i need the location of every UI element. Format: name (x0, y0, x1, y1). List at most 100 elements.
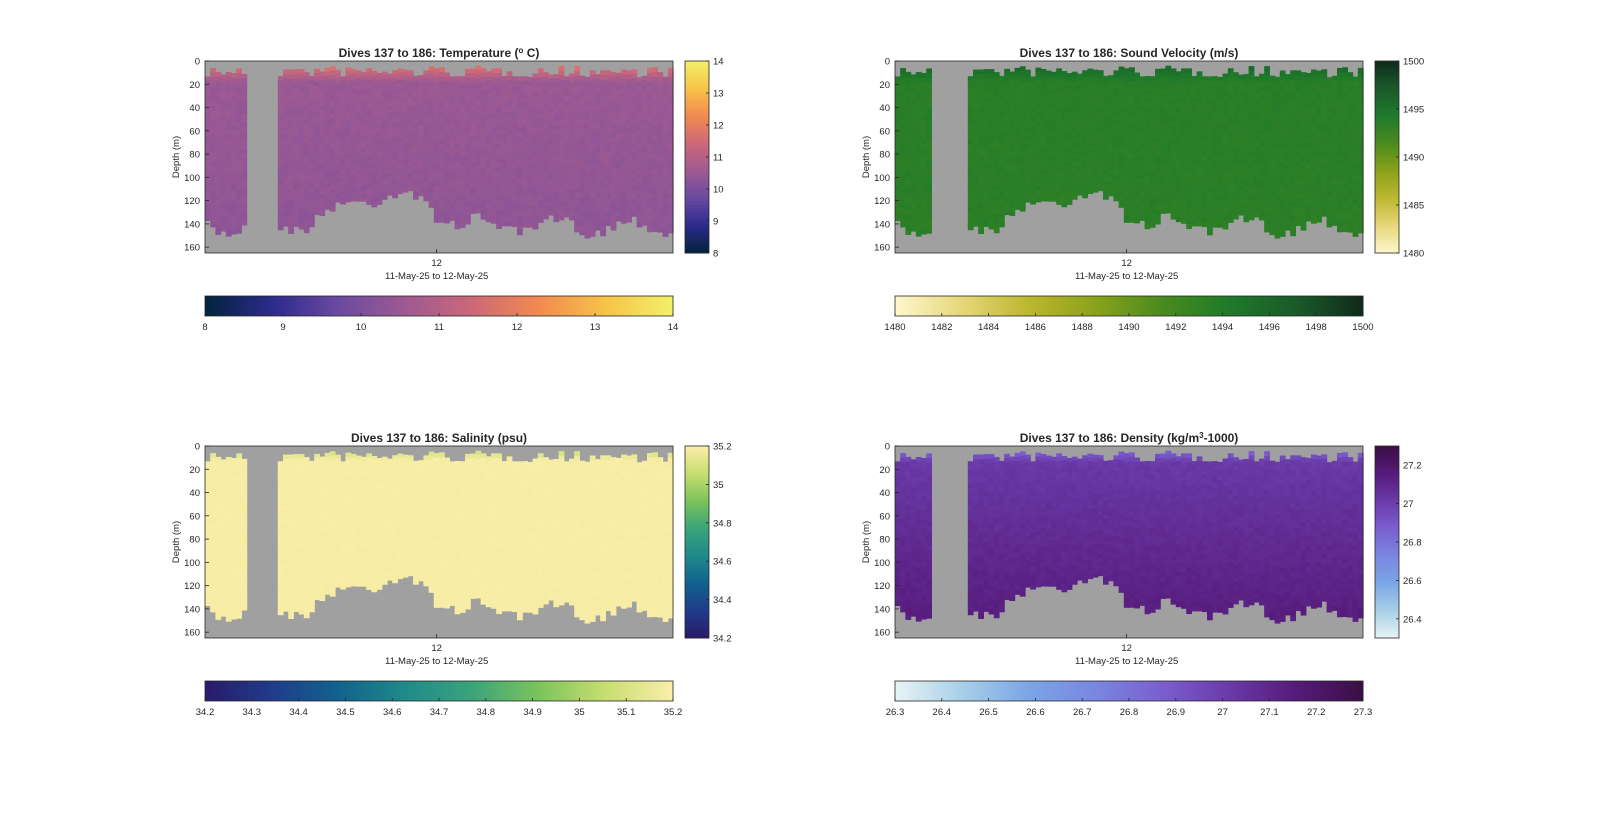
heatmap-cell (325, 93, 331, 98)
heatmap-cell (590, 192, 596, 197)
heatmap-cell (371, 191, 377, 196)
heatmap-cell (314, 202, 320, 207)
heatmap-cell (475, 113, 481, 118)
heatmap-cell (1186, 195, 1192, 200)
heatmap-cell (1176, 133, 1182, 138)
heatmap-cell (926, 98, 932, 103)
heatmap-cell (631, 186, 637, 191)
heatmap-cell (278, 203, 284, 208)
heatmap-cell (278, 185, 284, 190)
heatmap-cell (1207, 188, 1213, 193)
heatmap-cell (512, 81, 518, 86)
heatmap-cell (1150, 156, 1156, 161)
heatmap-cell (543, 215, 549, 220)
heatmap-cell (1171, 206, 1177, 211)
heatmap-cell (916, 183, 922, 188)
heatmap-cell (1020, 88, 1026, 93)
heatmap-cell (205, 148, 211, 153)
heatmap-cell (335, 194, 341, 198)
heatmap-cell (418, 139, 424, 143)
heatmap-cell (595, 152, 601, 157)
heatmap-cell (1025, 151, 1031, 155)
heatmap-cell (1165, 170, 1171, 175)
heatmap-cell (444, 108, 450, 113)
heatmap-cell (418, 104, 424, 108)
heatmap-cell (387, 181, 393, 185)
heatmap-cell (1004, 184, 1010, 189)
heatmap-cell (1077, 163, 1083, 167)
heatmap-cell (470, 73, 476, 78)
heatmap-cell (522, 116, 528, 121)
heatmap-cell (548, 170, 554, 175)
heatmap-cell (1025, 109, 1031, 113)
heatmap-cell (205, 144, 211, 149)
colorbar-swatch (501, 296, 505, 316)
heatmap-cell (1202, 213, 1208, 218)
heatmap-cell (1061, 203, 1067, 208)
colorbar-swatch (685, 231, 709, 235)
heatmap-cell (501, 102, 507, 107)
heatmap-cell (1004, 180, 1010, 185)
heatmap-cell (1087, 87, 1093, 91)
heatmap-cell (512, 107, 518, 112)
heatmap-cell (210, 189, 216, 194)
heatmap-cell (215, 129, 221, 134)
heatmap-cell (1056, 124, 1062, 129)
heatmap-cell (507, 189, 513, 194)
heatmap-cell (911, 226, 917, 231)
heatmap-cell (1020, 203, 1026, 208)
heatmap-cell (403, 106, 409, 110)
heatmap-cell (564, 180, 570, 185)
heatmap-cell (1124, 95, 1130, 100)
heatmap-cell (1202, 129, 1208, 134)
heatmap-cell (205, 191, 211, 196)
heatmap-cell (621, 142, 627, 147)
heatmap-cell (895, 102, 901, 107)
heatmap-cell (895, 115, 901, 120)
heatmap-cell (283, 217, 289, 222)
heatmap-cell (397, 91, 403, 95)
heatmap-cell (533, 115, 539, 120)
heatmap-cell (413, 156, 419, 160)
heatmap-cell (999, 138, 1005, 143)
heatmap-cell (895, 203, 901, 208)
heatmap-cell (241, 176, 247, 181)
heatmap-cell (994, 167, 1000, 172)
heatmap-cell (444, 77, 450, 82)
heatmap-cell (1015, 193, 1021, 198)
heatmap-cell (1051, 95, 1057, 99)
heatmap-cell (465, 196, 471, 201)
heatmap-cell (397, 120, 403, 124)
heatmap-cell (611, 119, 617, 124)
heatmap-cell (647, 92, 653, 97)
heatmap-cell (1051, 163, 1057, 167)
heatmap-cell (1176, 177, 1182, 182)
heatmap-cell (1009, 211, 1015, 216)
heatmap-cell (470, 132, 476, 137)
heatmap-cell (361, 152, 367, 156)
heatmap-cell (481, 135, 487, 140)
heatmap-cell (475, 87, 481, 92)
heatmap-cell (496, 130, 502, 135)
heatmap-cell (314, 146, 320, 151)
heatmap-cell (559, 134, 565, 139)
heatmap-cell (231, 120, 237, 125)
heatmap-cell (605, 194, 611, 199)
heatmap-cell (366, 80, 372, 85)
heatmap-cell (905, 191, 911, 196)
heatmap-cell (236, 107, 242, 112)
heatmap-cell (637, 130, 643, 135)
heatmap-cell (1202, 156, 1208, 161)
heatmap-cell (1207, 174, 1213, 179)
heatmap-cell (553, 117, 559, 122)
heatmap-cell (496, 144, 502, 149)
heatmap-cell (1025, 124, 1031, 128)
heatmap-cell (1025, 175, 1031, 179)
heatmap-cell (621, 178, 627, 183)
heatmap-cell (1108, 96, 1114, 100)
heatmap-cell (1217, 143, 1223, 148)
heatmap-cell (288, 166, 294, 171)
heatmap-cell (231, 191, 237, 196)
heatmap-cell (1119, 158, 1125, 163)
heatmap-cell (1077, 152, 1083, 156)
